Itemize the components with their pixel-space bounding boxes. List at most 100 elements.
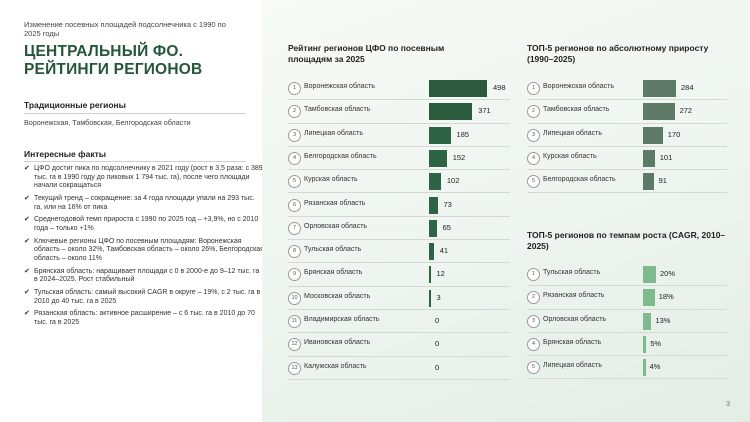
ranking-row: 13 Калужская область 0 xyxy=(288,357,510,380)
value-label: 101 xyxy=(659,152,673,162)
ranking-row: 1 Воронежская область 284 xyxy=(527,77,727,101)
check-icon: ✔ xyxy=(24,310,30,318)
rank-number: 3 xyxy=(527,128,540,142)
top5-cagr-title: ТОП-5 регионов по темпам роста (CAGR, 20… xyxy=(527,230,726,251)
rank-number: 5 xyxy=(527,361,540,375)
value-label: 73 xyxy=(443,199,452,209)
region-name: Орловская область xyxy=(543,315,607,323)
region-name: Липецкая область xyxy=(543,362,602,370)
value-label: 170 xyxy=(667,129,681,139)
rank-number: 6 xyxy=(288,198,301,212)
row-divider xyxy=(527,331,727,333)
check-icon: ✔ xyxy=(24,267,30,275)
row-divider xyxy=(527,308,727,310)
ranking-row: 10 Московская область 3 xyxy=(288,287,510,310)
region-name: Ивановская область xyxy=(304,339,371,347)
rank-number: 10 xyxy=(288,291,301,305)
slide-title: ЦЕНТРАЛЬНЫЙ ФО. РЕЙТИНГИ РЕГИОНОВ xyxy=(24,43,203,78)
slide-subtitle: Изменение посевных площадей подсолнечник… xyxy=(24,20,226,38)
region-name: Липецкая область xyxy=(304,129,363,137)
fact-item: ✔ Тульская область: самый высокий CAGR в … xyxy=(24,289,264,306)
check-icon: ✔ xyxy=(24,194,30,202)
value-bar xyxy=(643,173,654,191)
rank-number: 2 xyxy=(288,105,301,119)
rank-number: 8 xyxy=(288,245,301,259)
row-divider xyxy=(527,285,727,287)
value-bar xyxy=(429,289,431,307)
region-name: Калужская область xyxy=(304,362,367,370)
rank-number: 11 xyxy=(288,315,301,328)
fact-text: Тульская область: самый высокий CAGR в о… xyxy=(34,289,261,305)
fact-item: ✔ ЦФО достиг пика по подсолнечнику в 2021… xyxy=(24,165,264,191)
rank-number: 1 xyxy=(527,268,540,281)
check-icon: ✔ xyxy=(24,216,30,224)
fact-item: ✔ Рязанская область: активное расширение … xyxy=(24,310,264,327)
left-panel: Изменение посевных площадей подсолнечник… xyxy=(0,0,264,422)
fact-item: ✔ Брянская область: наращивает площади с … xyxy=(24,268,264,285)
value-bar xyxy=(643,103,675,121)
ranking-row: 4 Курская область 101 xyxy=(527,147,727,171)
check-icon: ✔ xyxy=(24,289,30,297)
region-name: Тамбовская область xyxy=(304,106,371,114)
traditional-regions-text: Воронежская, Тамбовская, Белгородская об… xyxy=(24,118,191,127)
row-divider xyxy=(527,355,727,357)
value-label: 20% xyxy=(660,269,676,278)
ranking-row: 5 Курская область 102 xyxy=(288,170,510,194)
value-bar xyxy=(429,173,441,191)
ranking-row: 4 Белгородская область 152 xyxy=(288,147,510,171)
value-bar xyxy=(429,149,447,167)
row-divider xyxy=(288,192,510,194)
row-divider xyxy=(527,99,727,101)
fact-item: ✔ Среднегодовой темп прироста с 1990 по 2… xyxy=(24,216,264,233)
value-label: 18% xyxy=(658,292,674,302)
row-divider xyxy=(288,308,510,310)
value-label: 272 xyxy=(679,106,693,116)
value-label: 4% xyxy=(649,362,661,372)
row-divider xyxy=(288,169,510,171)
value-bar xyxy=(429,196,438,214)
divider xyxy=(24,113,246,114)
region-name: Тульская область xyxy=(304,246,362,254)
rating-2025-title: Рейтинг регионов ЦФО по посевным площадя… xyxy=(288,43,445,64)
ranking-row: 1 Тульская область 20% xyxy=(527,263,727,287)
value-bar xyxy=(643,126,663,144)
ranking-row: 3 Липецкая область 185 xyxy=(288,124,510,147)
divider xyxy=(24,161,246,162)
row-divider xyxy=(527,122,727,124)
value-bar xyxy=(429,80,487,97)
ranking-row: 3 Орловская область 13% xyxy=(527,310,727,333)
rank-number: 13 xyxy=(288,361,301,375)
rank-number: 2 xyxy=(527,105,540,119)
fact-text: ЦФО достиг пика по подсолнечнику в 2021 … xyxy=(34,165,263,190)
rank-number: 9 xyxy=(288,268,301,282)
fact-text: Рязанская область: активное расширение –… xyxy=(34,310,255,327)
value-label: 284 xyxy=(681,83,694,92)
value-label: 185 xyxy=(456,129,470,139)
rank-number: 5 xyxy=(527,175,540,189)
value-label: 152 xyxy=(452,152,466,162)
fact-text: Среднегодовой темп прироста с 1990 по 20… xyxy=(34,216,259,232)
region-name: Курская область xyxy=(304,176,358,184)
value-label: 13% xyxy=(655,315,671,325)
value-bar xyxy=(643,312,652,330)
region-name: Владимирская область xyxy=(304,316,380,323)
value-label: 41 xyxy=(439,246,449,256)
rank-number: 1 xyxy=(288,82,301,95)
value-label: 5% xyxy=(650,338,662,348)
value-bar xyxy=(643,266,656,283)
region-name: Орловская область xyxy=(304,222,368,230)
row-divider xyxy=(527,169,727,171)
ranking-row: 6 Рязанская область 73 xyxy=(288,194,510,217)
check-icon: ✔ xyxy=(24,165,30,172)
rank-number: 3 xyxy=(288,128,301,142)
facts-heading: Интересные факты xyxy=(24,149,106,159)
row-divider xyxy=(527,378,727,380)
value-label: 0 xyxy=(435,339,440,349)
fact-text: Ключевые регионы ЦФО по посевным площадя… xyxy=(34,237,264,262)
fact-text: Текущий тренд – сокращение: за 4 года пл… xyxy=(34,194,255,211)
right-panel: Рейтинг регионов ЦФО по посевным площадя… xyxy=(262,0,750,422)
region-name: Рязанская область xyxy=(543,292,605,300)
rank-number: 5 xyxy=(288,175,301,189)
value-label: 12 xyxy=(436,269,445,279)
ranking-row: 12 Ивановская область 0 xyxy=(288,333,510,357)
